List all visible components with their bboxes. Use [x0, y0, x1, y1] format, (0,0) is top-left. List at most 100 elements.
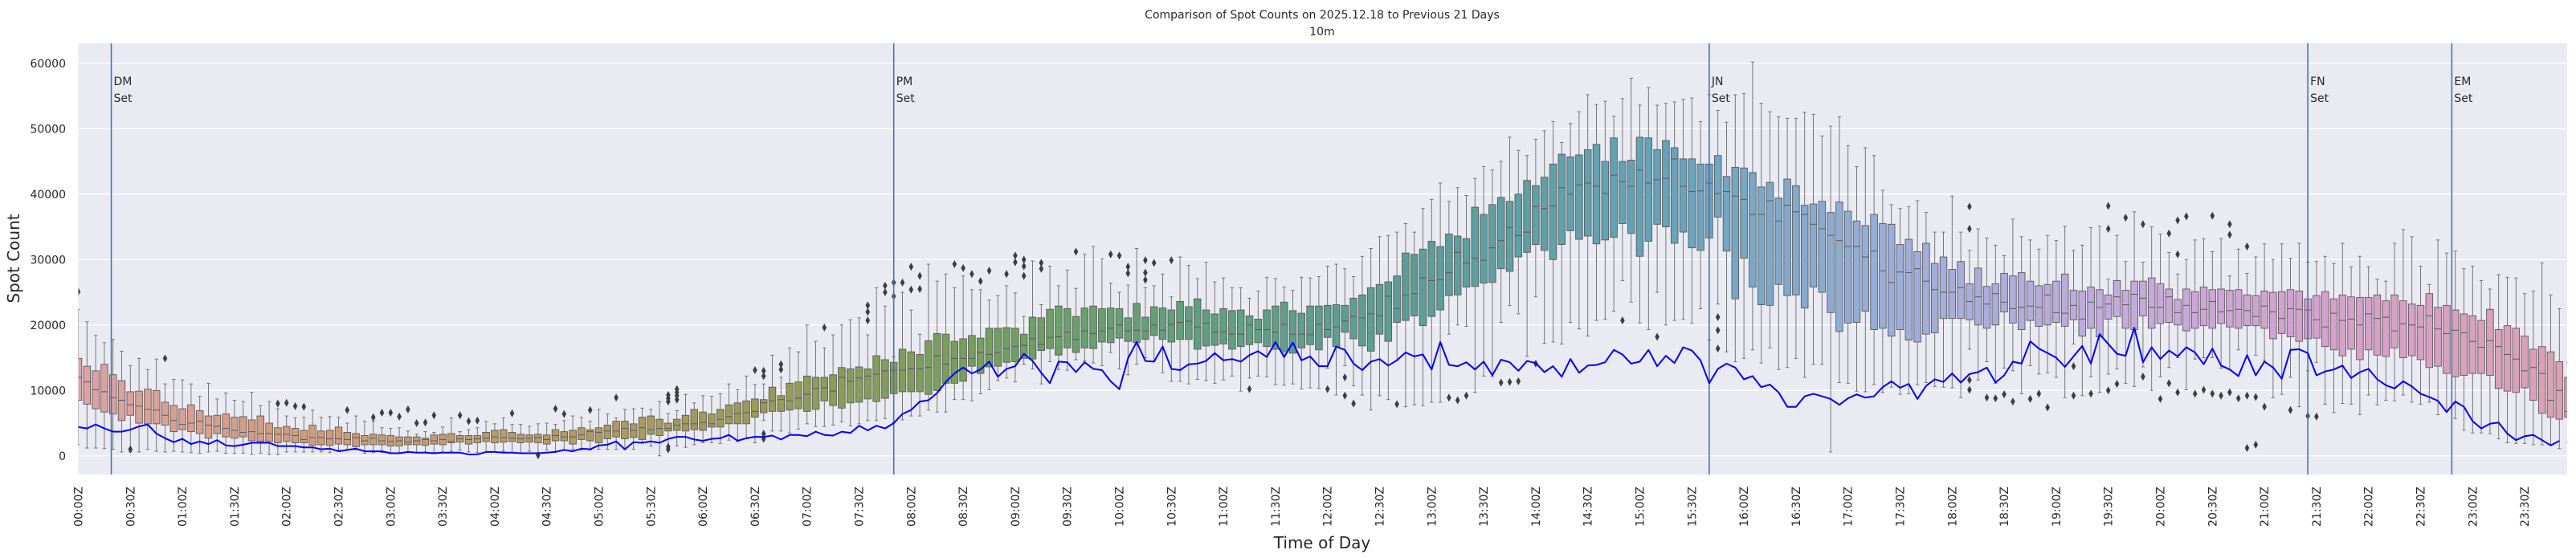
box-132: [1219, 277, 1227, 381]
box-155: [1419, 208, 1427, 406]
x-tick-label: 08:30Z: [957, 487, 970, 527]
box-161: [1471, 177, 1480, 393]
box-iqr: [1496, 197, 1505, 270]
x-tick-label: 13:00Z: [1426, 487, 1439, 527]
box-208: [1879, 189, 1887, 393]
x-tick-label: 03:00Z: [385, 487, 398, 527]
box-66: [647, 409, 655, 447]
box-iqr: [1662, 140, 1670, 228]
outlier-point: [986, 267, 992, 275]
box-248: [2226, 220, 2234, 397]
box-15: [204, 382, 213, 453]
box-62: [612, 393, 620, 450]
box-iqr: [265, 422, 273, 442]
outlier-point: [2114, 380, 2120, 389]
box-iqr: [638, 417, 647, 440]
x-tick-label: 07:30Z: [854, 487, 867, 527]
box-iqr: [2295, 290, 2304, 342]
box-iqr: [941, 333, 950, 384]
box-iqr: [655, 418, 663, 436]
box-iqr: [1419, 248, 1427, 327]
outlier-point: [865, 316, 871, 325]
box-128: [1185, 265, 1193, 385]
box-206: [1861, 147, 1870, 393]
chart-title: Comparison of Spot Counts on 2025.12.18 …: [1145, 9, 1500, 22]
y-axis-ticks: 0 10000 20000 30000 40000 50000 60000: [30, 58, 66, 463]
event-label: PM: [896, 75, 913, 88]
box-iqr: [1384, 281, 1393, 342]
box-iqr: [690, 409, 699, 430]
box-138: [1272, 278, 1280, 385]
y-tick-label: 60000: [30, 58, 66, 71]
outlier-point: [2071, 391, 2076, 400]
box-69: [672, 385, 681, 447]
box-226: [2035, 248, 2043, 398]
x-tick-label: 14:30Z: [1582, 487, 1595, 527]
box-272: [2434, 239, 2442, 415]
box-282: [2521, 293, 2529, 444]
outlier-point: [1021, 271, 1027, 280]
outlier-point: [2210, 389, 2215, 398]
box-iqr: [1688, 158, 1696, 249]
outlier-point: [1143, 256, 1148, 265]
outlier-point: [162, 354, 168, 363]
box-213: [1922, 212, 1930, 383]
box-iqr: [1366, 287, 1375, 352]
box-279: [2494, 274, 2503, 440]
box-iqr: [1913, 251, 1921, 343]
x-tick-label: 01:30Z: [229, 487, 242, 527]
box-iqr: [820, 377, 829, 401]
box-116: [1080, 254, 1089, 362]
box-iqr: [1341, 304, 1349, 333]
box-205: [1852, 166, 1861, 392]
box-iqr: [213, 414, 222, 434]
outlier-point: [2227, 230, 2232, 239]
box-iqr: [1557, 153, 1566, 246]
box-iqr: [994, 328, 1002, 367]
box-iqr: [126, 391, 135, 416]
box-iqr: [1158, 308, 1167, 340]
box-iqr: [2521, 336, 2529, 389]
box-iqr: [1124, 317, 1133, 342]
box-iqr: [1089, 305, 1097, 349]
box-74: [716, 393, 725, 444]
box-178: [1619, 98, 1627, 325]
box-iqr: [794, 381, 802, 409]
box-97: [916, 271, 924, 417]
box-iqr: [829, 374, 837, 406]
box-iqr: [2313, 295, 2321, 339]
outlier-point: [1117, 251, 1122, 260]
box-iqr: [1670, 147, 1679, 244]
box-276: [2468, 266, 2477, 434]
box-241: [2165, 229, 2174, 388]
box-iqr: [2009, 275, 2017, 324]
box-199: [1800, 112, 1809, 378]
box-iqr: [759, 399, 768, 413]
box-iqr: [2373, 294, 2382, 356]
outlier-point: [917, 284, 922, 293]
box-iqr: [1106, 308, 1115, 344]
box-iqr: [1167, 309, 1176, 343]
box-52: [525, 426, 533, 452]
box-154: [1410, 231, 1419, 405]
box-iqr: [1323, 304, 1332, 338]
x-tick-label: 21:30Z: [2311, 487, 2324, 527]
box-iqr: [1254, 319, 1263, 344]
box-150: [1375, 236, 1384, 397]
box-98: [925, 263, 933, 411]
box-219: [1974, 228, 1982, 381]
event-label: Set: [2310, 92, 2329, 105]
outlier-point: [2002, 390, 2007, 399]
outlier-point: [2288, 405, 2293, 414]
box-168: [1532, 138, 1540, 368]
event-label: EM: [2454, 75, 2471, 88]
outlier-point: [1715, 344, 1721, 353]
box-194: [1757, 103, 1766, 364]
box-iqr: [1375, 283, 1384, 335]
box-190: [1722, 121, 1731, 352]
box-269: [2407, 236, 2416, 403]
box-iqr: [1722, 176, 1731, 252]
box-iqr: [404, 436, 412, 446]
outlier-point: [614, 393, 618, 402]
box-176: [1601, 100, 1610, 320]
